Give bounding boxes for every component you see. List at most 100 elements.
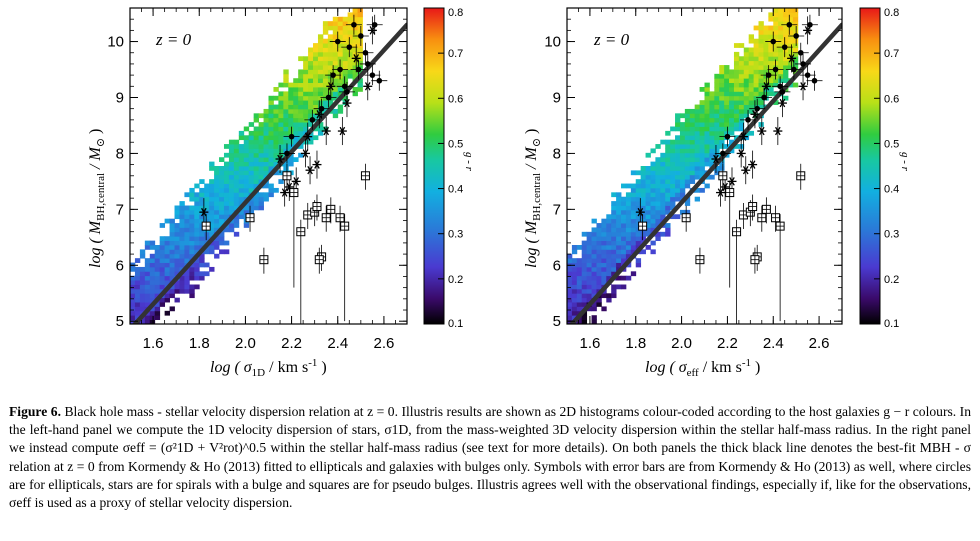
heatmap-cell bbox=[694, 108, 700, 114]
heatmap-cell bbox=[149, 266, 156, 272]
heatmap-cell bbox=[719, 69, 725, 75]
elliptical-marker bbox=[765, 72, 772, 78]
heatmap-cell bbox=[179, 231, 185, 237]
heatmap-cell bbox=[219, 196, 225, 202]
heatmap-cell bbox=[763, 25, 769, 31]
best-fit-line bbox=[569, 22, 842, 324]
heatmap-cell bbox=[586, 297, 592, 303]
heatmap-cell bbox=[650, 183, 656, 189]
heatmap-cell bbox=[675, 214, 681, 220]
heatmap-cell bbox=[768, 78, 774, 84]
heatmap-cell bbox=[164, 258, 170, 263]
heatmap-cell bbox=[209, 166, 215, 171]
heatmap-cell bbox=[567, 302, 573, 307]
heatmap-cell bbox=[313, 65, 319, 70]
y-tick-label: 9 bbox=[553, 89, 561, 106]
heatmap-cell bbox=[778, 65, 784, 70]
x-label-sup: -1 bbox=[742, 357, 751, 369]
heatmap-cell bbox=[684, 139, 691, 145]
heatmap-cell bbox=[189, 236, 195, 242]
heatmap-cell bbox=[689, 130, 696, 136]
heatmap-cell bbox=[778, 73, 784, 79]
heatmap-cell bbox=[601, 245, 607, 250]
heatmap-cell bbox=[679, 209, 686, 215]
heatmap-cell bbox=[665, 148, 671, 154]
heatmap-cell bbox=[743, 69, 750, 75]
heatmap-cell bbox=[248, 201, 255, 206]
heatmap-cell bbox=[332, 91, 339, 97]
heatmap-cell bbox=[758, 25, 764, 31]
heatmap-cell bbox=[283, 161, 289, 167]
heatmap-cell bbox=[724, 126, 730, 132]
heatmap-cell bbox=[139, 253, 146, 259]
heatmap-cell bbox=[783, 78, 789, 84]
heatmap-cell bbox=[660, 170, 666, 176]
heatmap-cell bbox=[783, 65, 789, 70]
heatmap-cell bbox=[640, 196, 646, 202]
heatmap-cell bbox=[792, 51, 799, 57]
heatmap-cell bbox=[694, 152, 700, 158]
heatmap-cell bbox=[679, 192, 686, 198]
spiral-bulge-marker bbox=[367, 26, 377, 35]
heatmap-cell bbox=[258, 139, 264, 145]
heatmap-cell bbox=[268, 161, 274, 167]
heatmap-cell bbox=[758, 51, 764, 57]
heatmap-cell bbox=[787, 60, 794, 66]
heatmap-cell bbox=[665, 157, 671, 163]
heatmap-cell bbox=[665, 130, 671, 136]
heatmap-cell bbox=[179, 280, 185, 285]
heatmap-cell bbox=[228, 201, 235, 206]
heatmap-cell bbox=[154, 284, 161, 290]
heatmap-cell bbox=[591, 315, 597, 321]
heatmap-cell bbox=[640, 170, 646, 176]
heatmap-cell bbox=[199, 271, 205, 277]
heatmap-cell bbox=[223, 209, 230, 215]
heatmap-cell bbox=[655, 144, 661, 149]
heatmap-cell bbox=[214, 179, 220, 184]
heatmap-cell bbox=[616, 192, 622, 198]
heatmap-cell bbox=[709, 152, 715, 158]
colorbar-tick-label: 0.5 bbox=[448, 138, 463, 150]
heatmap-cell bbox=[699, 144, 705, 149]
heatmap-cell bbox=[253, 192, 260, 198]
heatmap-cell bbox=[288, 126, 294, 132]
heatmap-cell bbox=[714, 126, 720, 132]
heatmap-cell bbox=[679, 126, 686, 132]
heatmap-cell bbox=[787, 51, 794, 57]
heatmap-cell bbox=[621, 183, 627, 189]
heatmap-cell bbox=[699, 108, 705, 114]
heatmap-cell bbox=[228, 174, 235, 180]
heatmap-cell bbox=[253, 183, 260, 189]
heatmap-cell bbox=[139, 280, 146, 285]
heatmap-cell bbox=[684, 183, 691, 189]
y-label-main: log ( M bbox=[523, 219, 540, 268]
heatmap-cell bbox=[347, 69, 353, 75]
heatmap-cell bbox=[149, 280, 156, 285]
heatmap-cell bbox=[729, 126, 735, 132]
heatmap-cell bbox=[719, 144, 725, 149]
heatmap-cell bbox=[679, 144, 686, 149]
heatmap-cell bbox=[169, 262, 175, 268]
heatmap-cell bbox=[571, 280, 578, 285]
heatmap-cell bbox=[317, 130, 324, 136]
heatmap-cell bbox=[635, 192, 642, 198]
heatmap-cell bbox=[714, 108, 720, 114]
heatmap-cell bbox=[248, 209, 255, 215]
heatmap-cell bbox=[238, 135, 245, 141]
heatmap-cell bbox=[253, 157, 260, 163]
heatmap-cell bbox=[313, 82, 319, 88]
heatmap-cell bbox=[248, 179, 255, 184]
heatmap-cell bbox=[689, 144, 696, 149]
heatmap-cell bbox=[679, 170, 686, 176]
heatmap-cell bbox=[606, 297, 612, 303]
heatmap-cell bbox=[704, 139, 710, 145]
heatmap-cell bbox=[130, 288, 136, 294]
heatmap-cell bbox=[694, 117, 700, 123]
heatmap-cell bbox=[308, 139, 314, 145]
heatmap-cell bbox=[258, 148, 264, 154]
elliptical-marker bbox=[745, 117, 751, 123]
heatmap-cell bbox=[675, 122, 681, 127]
heatmap-cell bbox=[699, 87, 705, 92]
heatmap-cell bbox=[154, 288, 161, 294]
heatmap-cell bbox=[748, 108, 755, 114]
